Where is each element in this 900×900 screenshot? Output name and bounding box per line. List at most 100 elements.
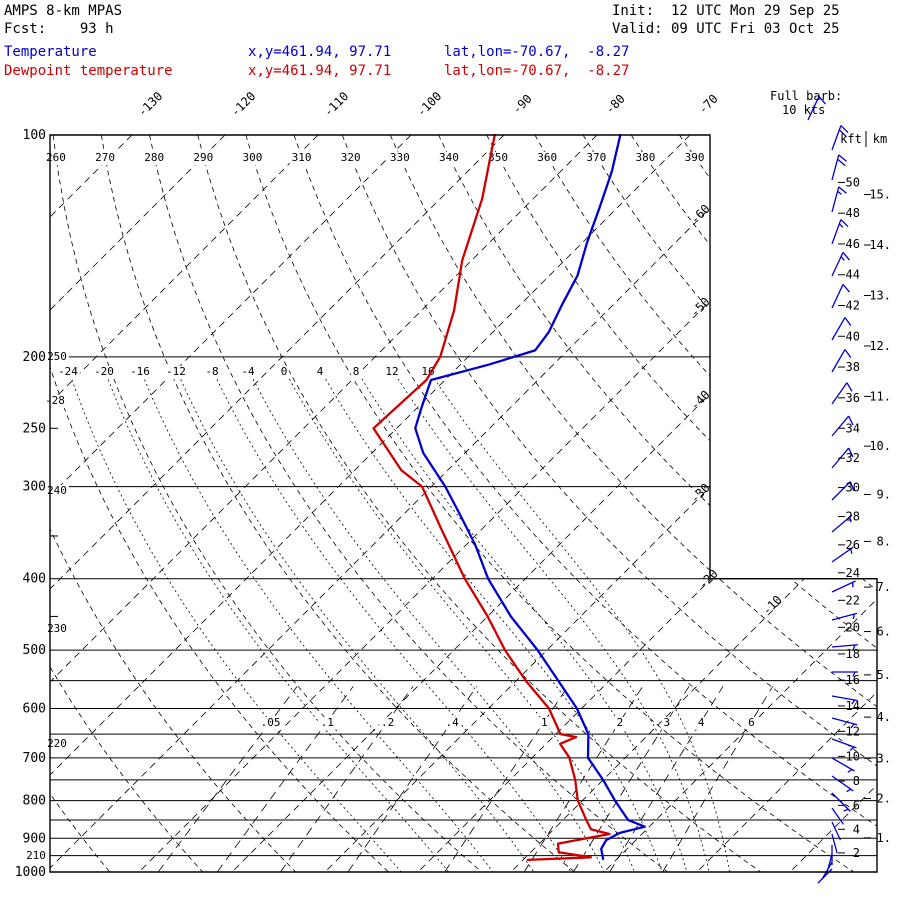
wind-barb xyxy=(831,349,852,373)
mixing-ratio-label: 4 xyxy=(698,716,705,729)
km-label: 12. xyxy=(869,339,891,353)
kft-label: 50 xyxy=(846,175,860,189)
dry-adiabat-line xyxy=(52,135,501,872)
dry-adiabat-line xyxy=(293,135,877,872)
legend-dewpoint-xy: x,y=461.94, 97.71 xyxy=(248,63,392,79)
dry-adiabat-line xyxy=(50,135,312,872)
moist-adiabat-label: -8 xyxy=(205,365,218,378)
wind-barb xyxy=(831,821,842,841)
isotherm-line xyxy=(50,135,319,872)
dry-adiabat-line xyxy=(245,135,877,872)
pressure-label: 800 xyxy=(23,794,46,809)
theta-left-label: 240 xyxy=(47,484,67,497)
wind-barb xyxy=(831,481,855,501)
forecast-hour: Fcst: 93 h xyxy=(4,21,114,37)
legend-dewpoint-label: Dewpoint temperature xyxy=(4,63,173,79)
dry-adiabat-line xyxy=(389,135,877,872)
height-axis: kft km50484644424038363432302826242220181… xyxy=(838,131,891,860)
kft-label: 18 xyxy=(846,647,860,661)
wind-barb xyxy=(831,284,850,309)
wind-barb xyxy=(831,757,855,773)
mixing-ratio-line xyxy=(444,686,569,872)
isotherm-line xyxy=(50,135,691,872)
isotherm-line xyxy=(50,135,226,872)
isotherm-line xyxy=(510,135,877,872)
kft-label: 22 xyxy=(846,593,860,607)
temperature-curve xyxy=(414,133,646,861)
pressure-label: 400 xyxy=(23,572,46,587)
moist-adiabat-line xyxy=(140,370,494,872)
wind-barb xyxy=(831,546,854,563)
moist-adiabat-label: -28 xyxy=(45,394,65,407)
moist-adiabat-line xyxy=(284,370,636,872)
wind-barb xyxy=(831,580,856,593)
km-label: 4. xyxy=(877,710,891,724)
wind-barb xyxy=(831,154,847,181)
isotherm-line xyxy=(603,135,877,872)
isotherm-line xyxy=(50,135,784,872)
dry-adiabat-line xyxy=(679,135,877,872)
kft-label: 12 xyxy=(846,724,860,738)
pressure-label: 900 xyxy=(23,831,46,846)
mixing-ratio-line xyxy=(662,686,774,872)
moist-adiabat-line xyxy=(104,370,450,872)
moist-adiabat-line xyxy=(68,370,402,872)
dry-adiabat-line xyxy=(0,135,29,888)
km-label: 10. xyxy=(869,439,891,453)
isotherm-top-label: -110 xyxy=(321,89,351,119)
theta-top-label: 310 xyxy=(292,151,312,164)
isotherm-top-label: -90 xyxy=(510,92,535,117)
mixing-ratio-line xyxy=(347,686,478,872)
kft-label: 32 xyxy=(846,451,860,465)
kft-label: 38 xyxy=(846,360,860,374)
isotherm-right-label: -10 xyxy=(760,593,785,618)
km-label: 3. xyxy=(877,751,891,765)
mixing-ratio-label: 6 xyxy=(748,716,755,729)
wind-barb xyxy=(831,186,847,213)
dry-adiabat-line xyxy=(50,135,218,872)
plot-border xyxy=(49,134,878,873)
wind-barb xyxy=(831,125,849,151)
km-label: 7. xyxy=(877,580,891,594)
kft-label: 6 xyxy=(853,798,860,812)
theta-top-label: 390 xyxy=(685,151,705,164)
init-time: Init: 12 UTC Mon 29 Sep 25 xyxy=(612,3,840,19)
mixing-ratio-label: 3 xyxy=(663,716,670,729)
pressure-label: 250 xyxy=(23,421,46,436)
theta-left-label: 210 xyxy=(26,849,46,862)
isotherm-top-label: -80 xyxy=(603,92,628,117)
pressure-label: 300 xyxy=(23,480,46,495)
km-label: 8. xyxy=(877,534,891,548)
wind-barb xyxy=(831,717,858,729)
isotherm-top-label: -100 xyxy=(414,89,444,119)
dry-adiabat-line xyxy=(149,135,689,872)
wind-barb xyxy=(831,833,838,854)
moist-adiabat-label: -4 xyxy=(241,365,255,378)
pressure-gridlines xyxy=(50,134,877,873)
theta-left-label: 220 xyxy=(47,737,67,750)
km-label: 9. xyxy=(877,487,891,501)
moist-adiabat-label: 8 xyxy=(353,365,360,378)
theta-top-label: 280 xyxy=(144,151,164,164)
moist-adiabat-label: -20 xyxy=(94,365,114,378)
pressure-label: 700 xyxy=(23,751,46,766)
mixing-ratio-label: .1 xyxy=(321,716,334,729)
kft-label: 42 xyxy=(846,299,860,313)
mixing-ratio-line xyxy=(280,686,414,872)
wind-barb xyxy=(831,695,858,705)
theta-top-label: 380 xyxy=(635,151,655,164)
kft-label: 36 xyxy=(846,391,860,405)
kft-label: 26 xyxy=(846,538,860,552)
km-label: 11. xyxy=(869,389,891,403)
mixing-ratio-label: .05 xyxy=(261,716,281,729)
kft-label: 14 xyxy=(846,699,860,713)
kft-label: 28 xyxy=(846,509,860,523)
theta-top-label: 300 xyxy=(242,151,262,164)
kft-label: 48 xyxy=(846,206,860,220)
kft-header: kft xyxy=(840,132,862,146)
moist-adiabat-line xyxy=(428,370,731,872)
moist-adiabat-line xyxy=(392,370,710,872)
moist-adiabat-line xyxy=(356,370,688,872)
